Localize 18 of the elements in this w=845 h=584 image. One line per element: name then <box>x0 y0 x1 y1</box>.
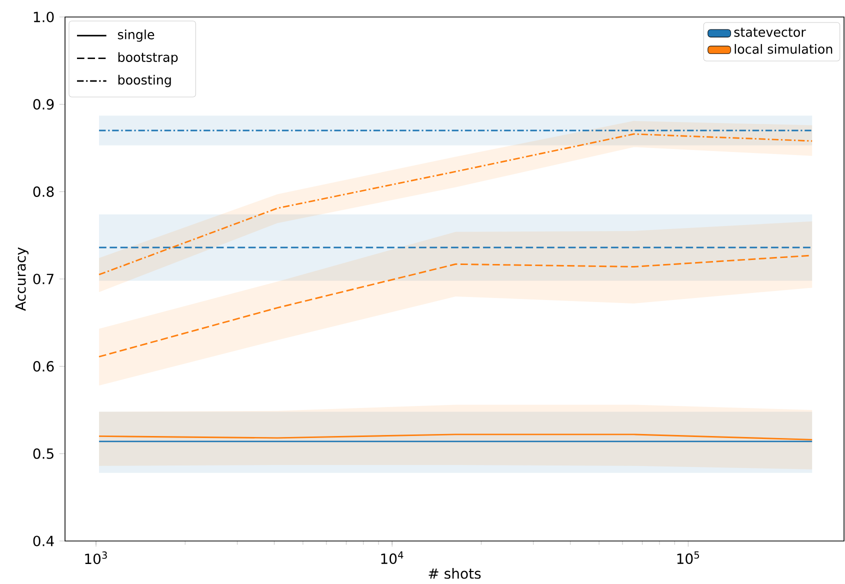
x-tick-label: 10$^{3}$ <box>85 551 107 564</box>
y-tick-label: 1.0 <box>34 12 54 22</box>
x-tick-label: 10$^{5}$ <box>677 551 700 564</box>
y-axis-title: Accuracy <box>15 247 29 311</box>
y-tick-label: 0.6 <box>33 361 54 372</box>
legend-label: statevector <box>734 28 806 37</box>
x-axis-title: # shots <box>428 568 481 579</box>
legend-label: local simulation <box>734 44 832 54</box>
x-tick-label: 10$^{4}$ <box>381 551 404 564</box>
y-tick-label: 0.5 <box>33 448 54 459</box>
y-tick-label: 0.9 <box>33 99 54 110</box>
y-tick-label: 0.7 <box>33 274 54 284</box>
y-tick-label: 0.4 <box>33 536 54 546</box>
y-tick-label: 0.8 <box>33 186 54 197</box>
annotation: bootstrap <box>118 52 178 64</box>
annotation: single <box>118 30 154 42</box>
annotation: boosting <box>118 74 171 88</box>
line-series <box>98 133 813 276</box>
